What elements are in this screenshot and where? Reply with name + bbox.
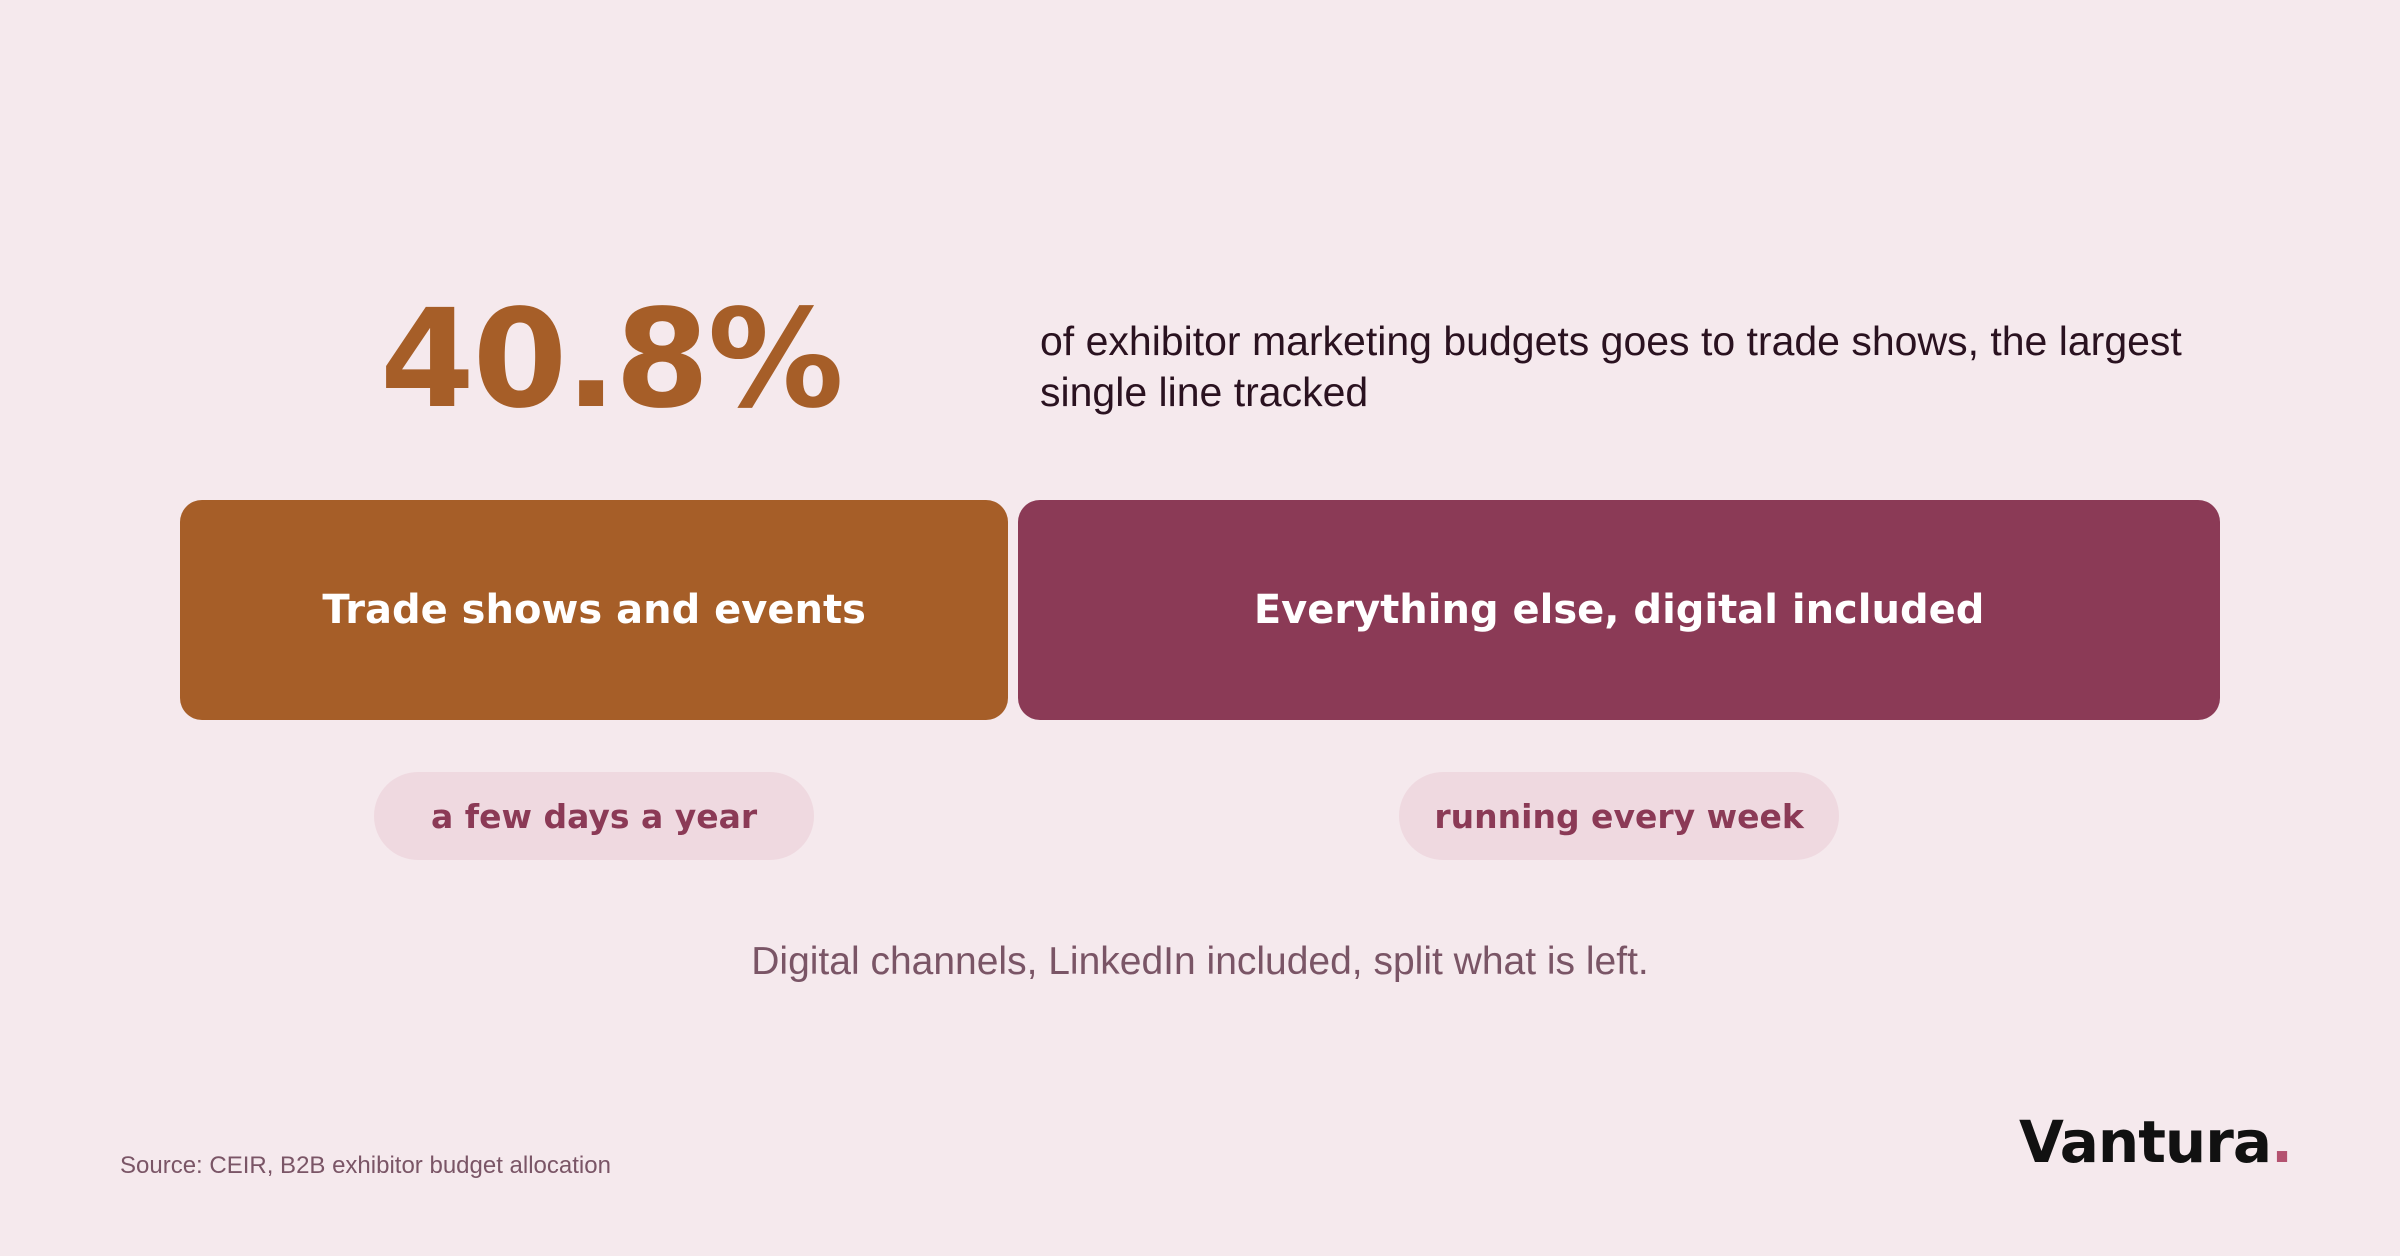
segment-tag-2: running every week	[1399, 772, 1840, 860]
brand-logo: Vantura.	[2019, 1108, 2293, 1176]
bar-segment-label: Everything else, digital included	[1253, 587, 1985, 633]
source-note: Source: CEIR, B2B exhibitor budget alloc…	[120, 1152, 611, 1179]
bar-segment-1: Trade shows and events	[180, 500, 1009, 720]
stat-value: 40.8%	[380, 281, 844, 439]
bar-segment-label: Trade shows and events	[322, 587, 866, 633]
segment-tag-label: a few days a year	[431, 796, 758, 836]
bar-segment-2: Everything else, digital included	[1018, 500, 2220, 720]
brand-dot: .	[2270, 1108, 2293, 1176]
stat-description: of exhibitor marketing budgets goes to t…	[1040, 318, 2182, 415]
brand-name: Vantura	[2019, 1108, 2272, 1176]
budget-bar: Trade shows and events Everything else, d…	[180, 500, 2220, 720]
footnote: Digital channels, LinkedIn included, spl…	[751, 940, 1649, 983]
segment-tag-1: a few days a year	[374, 772, 815, 860]
segment-tag-label: running every week	[1434, 796, 1804, 836]
